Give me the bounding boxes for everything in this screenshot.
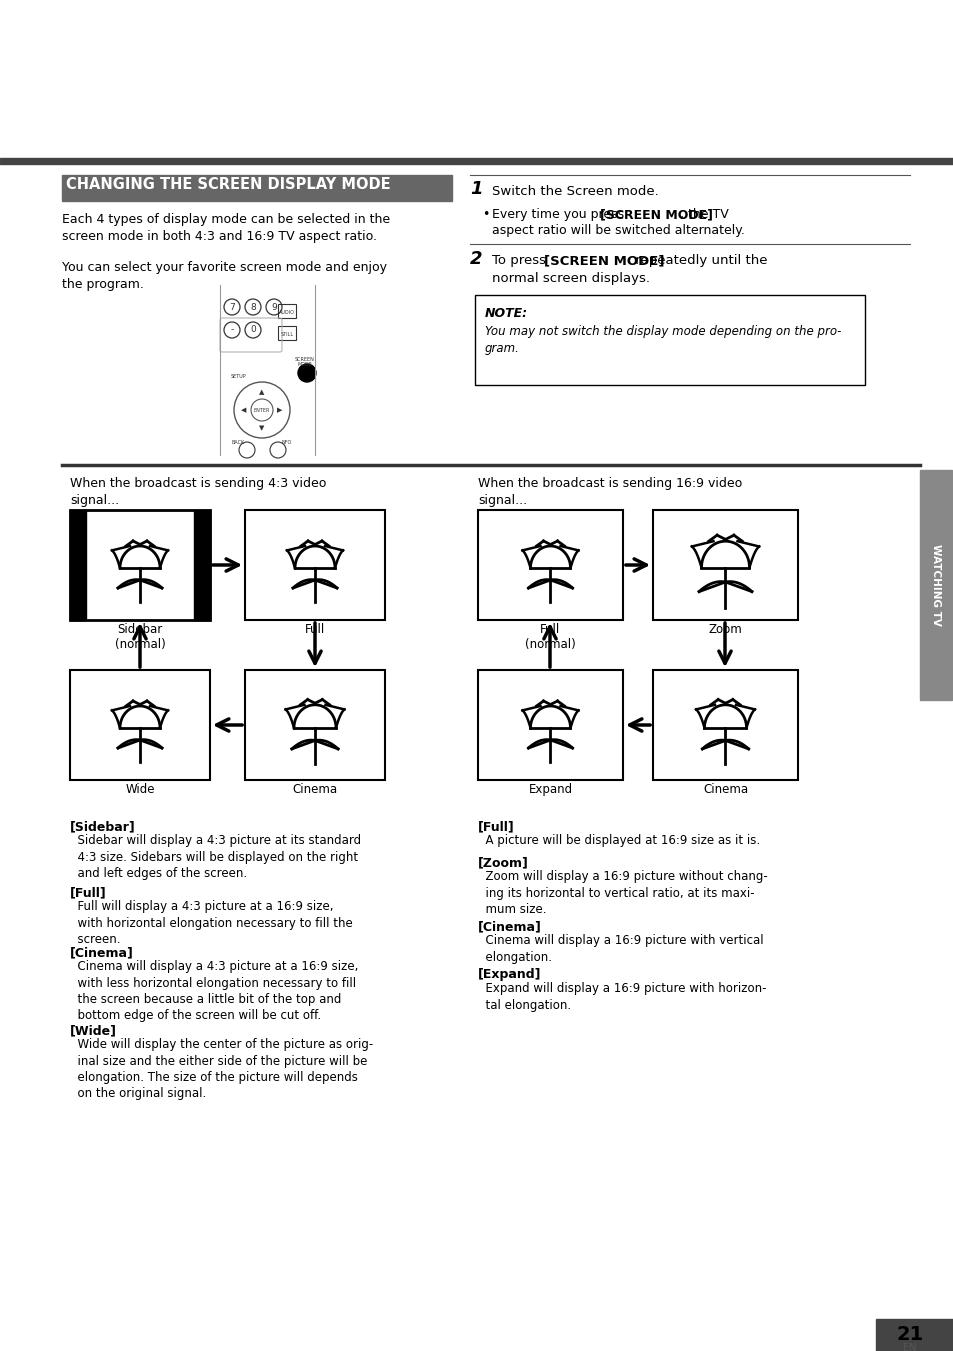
Text: Full will display a 4:3 picture at a 16:9 size,
  with horizontal elongation nec: Full will display a 4:3 picture at a 16:… <box>70 900 353 946</box>
Text: When the broadcast is sending 16:9 video
signal...: When the broadcast is sending 16:9 video… <box>477 477 741 507</box>
Text: A picture will be displayed at 16:9 size as it is.: A picture will be displayed at 16:9 size… <box>477 834 760 847</box>
Text: ENTER: ENTER <box>253 408 270 412</box>
Text: Full
(normal): Full (normal) <box>524 623 576 651</box>
Text: 1: 1 <box>470 180 482 199</box>
Text: Cinema: Cinema <box>293 784 337 796</box>
Text: 7: 7 <box>229 303 234 312</box>
Text: [Zoom]: [Zoom] <box>477 857 528 869</box>
Bar <box>652 509 797 620</box>
Text: Cinema will display a 4:3 picture at a 16:9 size,
  with less horizontal elongat: Cinema will display a 4:3 picture at a 1… <box>70 961 358 1023</box>
Text: normal screen displays.: normal screen displays. <box>492 272 649 285</box>
Bar <box>277 304 295 317</box>
Bar <box>277 326 295 340</box>
Text: Sidebar will display a 4:3 picture at its standard
  4:3 size. Sidebars will be : Sidebar will display a 4:3 picture at it… <box>70 834 361 880</box>
Text: NOTE:: NOTE: <box>484 307 528 320</box>
Text: Each 4 types of display mode can be selected in the
screen mode in both 4:3 and : Each 4 types of display mode can be sele… <box>62 213 390 243</box>
Text: EN: EN <box>902 1343 916 1351</box>
Bar <box>70 670 210 780</box>
Text: 2: 2 <box>470 250 482 267</box>
Bar <box>245 509 385 620</box>
Bar <box>477 670 622 780</box>
Text: Expand will display a 16:9 picture with horizon-
  tal elongation.: Expand will display a 16:9 picture with … <box>477 982 765 1012</box>
Text: [SCREEN MODE]: [SCREEN MODE] <box>599 208 712 222</box>
Bar <box>477 509 622 620</box>
Text: 8: 8 <box>250 303 255 312</box>
Text: To press: To press <box>492 254 550 267</box>
Text: [Wide]: [Wide] <box>70 1024 117 1038</box>
Text: [Cinema]: [Cinema] <box>70 946 133 959</box>
Circle shape <box>297 363 315 382</box>
Text: Switch the Screen mode.: Switch the Screen mode. <box>492 185 659 199</box>
Text: 0: 0 <box>250 326 255 335</box>
Text: aspect ratio will be switched alternately.: aspect ratio will be switched alternatel… <box>492 224 744 236</box>
Text: [Full]: [Full] <box>70 886 107 898</box>
Bar <box>70 509 210 620</box>
Text: SCREEN
MODE: SCREEN MODE <box>294 357 314 367</box>
Text: [SCREEN MODE]: [SCREEN MODE] <box>543 254 664 267</box>
Bar <box>0 158 953 163</box>
Bar <box>245 670 385 780</box>
Text: Wide: Wide <box>125 784 154 796</box>
Text: You may not switch the display mode depending on the pro-
gram.: You may not switch the display mode depe… <box>484 326 841 355</box>
Text: ▼: ▼ <box>259 426 264 431</box>
Text: [Expand]: [Expand] <box>477 969 541 981</box>
Text: Sidebar
(normal): Sidebar (normal) <box>114 623 165 651</box>
Text: ▲: ▲ <box>259 389 264 394</box>
Text: AUDIO: AUDIO <box>279 309 294 315</box>
Text: •: • <box>481 208 489 222</box>
Text: SETUP: SETUP <box>230 374 246 380</box>
Bar <box>70 509 86 620</box>
Text: STILL: STILL <box>280 332 294 336</box>
Bar <box>919 470 951 700</box>
Text: NFO: NFO <box>281 440 292 446</box>
Text: Full: Full <box>305 623 325 636</box>
Text: [Full]: [Full] <box>477 820 515 834</box>
Text: Cinema will display a 16:9 picture with vertical
  elongation.: Cinema will display a 16:9 picture with … <box>477 934 762 963</box>
Bar <box>475 295 864 385</box>
Text: 21: 21 <box>896 1325 923 1344</box>
Text: [Cinema]: [Cinema] <box>477 920 541 934</box>
Text: ◀: ◀ <box>241 407 247 413</box>
Text: Zoom will display a 16:9 picture without chang-
  ing its horizontal to vertical: Zoom will display a 16:9 picture without… <box>477 870 767 916</box>
Text: 9: 9 <box>271 303 276 312</box>
Text: WATCHING TV: WATCHING TV <box>930 544 940 626</box>
Text: [Sidebar]: [Sidebar] <box>70 820 135 834</box>
Text: CHANGING THE SCREEN DISPLAY MODE: CHANGING THE SCREEN DISPLAY MODE <box>66 177 390 192</box>
Bar <box>652 670 797 780</box>
Text: -: - <box>230 326 233 335</box>
Text: ▶: ▶ <box>277 407 282 413</box>
Text: Wide will display the center of the picture as orig-
  inal size and the either : Wide will display the center of the pict… <box>70 1038 373 1101</box>
Text: Every time you press: Every time you press <box>492 208 627 222</box>
Bar <box>875 1319 953 1351</box>
Text: , the TV: , the TV <box>679 208 728 222</box>
Text: Cinema: Cinema <box>702 784 747 796</box>
Text: repeatedly until the: repeatedly until the <box>630 254 767 267</box>
Text: Expand: Expand <box>528 784 572 796</box>
Text: When the broadcast is sending 4:3 video
signal...: When the broadcast is sending 4:3 video … <box>70 477 326 507</box>
Text: BACK: BACK <box>232 440 244 446</box>
Text: Zoom: Zoom <box>708 623 741 636</box>
Bar <box>193 509 210 620</box>
Text: You can select your favorite screen mode and enjoy
the program.: You can select your favorite screen mode… <box>62 261 387 290</box>
Bar <box>62 176 452 201</box>
